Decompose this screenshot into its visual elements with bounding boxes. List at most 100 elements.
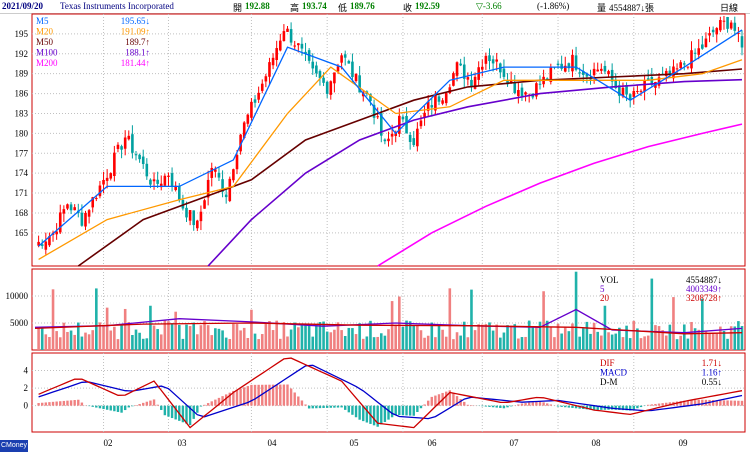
volume-bar [563,327,567,350]
macd-histogram-bar [412,405,415,416]
candles [37,15,744,255]
volume-bar [578,336,581,350]
ma20-line [38,59,743,260]
volume-bar [224,337,228,350]
macd-histogram-bar [383,405,387,422]
macd-histogram-bar [509,405,513,407]
macd-histogram-bar [567,405,571,408]
macd-histogram-bar [401,405,405,416]
macd-histogram-bar [250,384,253,406]
volume-bar [625,325,628,350]
volume-bar [156,329,159,350]
volume-bar [502,332,506,350]
volume-bar [76,322,80,350]
volume-bar [379,333,383,350]
panel-frame [31,352,746,433]
volume-bar [401,326,405,350]
volume-bar [477,324,480,350]
x-tick-label: 08 [592,438,602,448]
period-selector[interactable]: 日線 [720,3,739,13]
candle-body [650,77,654,85]
macd-histogram-bar [66,400,69,406]
macd-histogram-bar [116,405,120,412]
volume-bar [531,327,535,350]
price-tick-label: 168 [15,208,29,218]
macd-histogram-bar [628,405,632,411]
volume-bar [708,333,711,350]
candle-body [729,22,733,29]
volume-bar [365,336,369,350]
candle-body [719,20,722,31]
macd-histogram-bar [405,405,408,416]
candle-body [704,38,708,48]
macd-histogram-bar [632,405,635,410]
macd-histogram-bar [239,388,242,406]
macd-histogram-bar [170,405,174,419]
volume-bar [228,338,232,350]
volume-bar [545,320,549,350]
macd-histogram-bar [600,405,603,410]
candle-body [423,112,426,119]
candle-body [560,63,563,69]
volume-bar [44,334,48,350]
price-legend-value: 189.7↑ [125,37,150,47]
candle-body [444,93,448,104]
candle-body [232,169,235,181]
macd-histogram-bar [430,396,433,406]
volume-bar [322,321,325,350]
volume-bar [520,337,524,350]
candle-body [405,115,408,134]
change-percent: (-1.86%) [537,1,570,11]
candle-body [664,70,668,76]
volume-bar [733,326,737,350]
candle-body [733,22,737,31]
volume-bar [567,331,571,350]
macd-tick-label: 4 [24,366,29,376]
candle-body [289,29,293,43]
candle-body [333,72,336,84]
candle-body [141,156,145,165]
volume-bar [426,335,430,350]
macd-histogram-bar [722,400,726,406]
candle-body [614,79,618,89]
macd-histogram-bar [452,393,455,406]
candle-body [264,76,268,82]
macd-histogram-bar [62,400,66,406]
volume-bar [448,288,452,350]
volume-bar [491,330,495,350]
low-label: 低 [338,3,348,13]
volume-bar [152,325,156,350]
volume-bar [441,329,444,350]
volume-bar [87,334,91,350]
price-tick-label: 177 [15,148,29,158]
candle-body [177,185,181,201]
volume-bar [672,297,675,350]
macd-histogram-bar [264,384,268,406]
macd-histogram-bar [715,400,718,406]
macd-histogram-bar [73,400,76,406]
candle-body [737,32,740,34]
volume-bar [470,289,473,350]
volume-bar [621,337,625,350]
macd-histogram-bar [423,404,426,406]
volume-bar [48,337,51,350]
price-legend-value: 195.65↓ [121,16,150,26]
volume-bar [351,328,354,350]
macd-histogram-bar [105,405,109,410]
macd-histogram-bar [657,403,661,406]
price-legend-label: M50 [36,37,54,47]
volume-bar [473,330,477,350]
macd-histogram-bar [408,405,412,416]
volume-bar [311,336,315,350]
macd-histogram-bar [80,402,84,406]
volume-bar [214,328,217,350]
macd-histogram-bar [380,405,383,425]
macd-legend-value: 0.55↓ [702,377,722,387]
candle-body [138,154,141,160]
macd-histogram-bar [123,405,127,411]
macd-histogram-bar [398,405,401,416]
macd-histogram-bar [683,400,686,406]
candle-body [636,90,639,92]
candle-body [174,185,177,191]
macd-histogram-bar [647,404,650,406]
